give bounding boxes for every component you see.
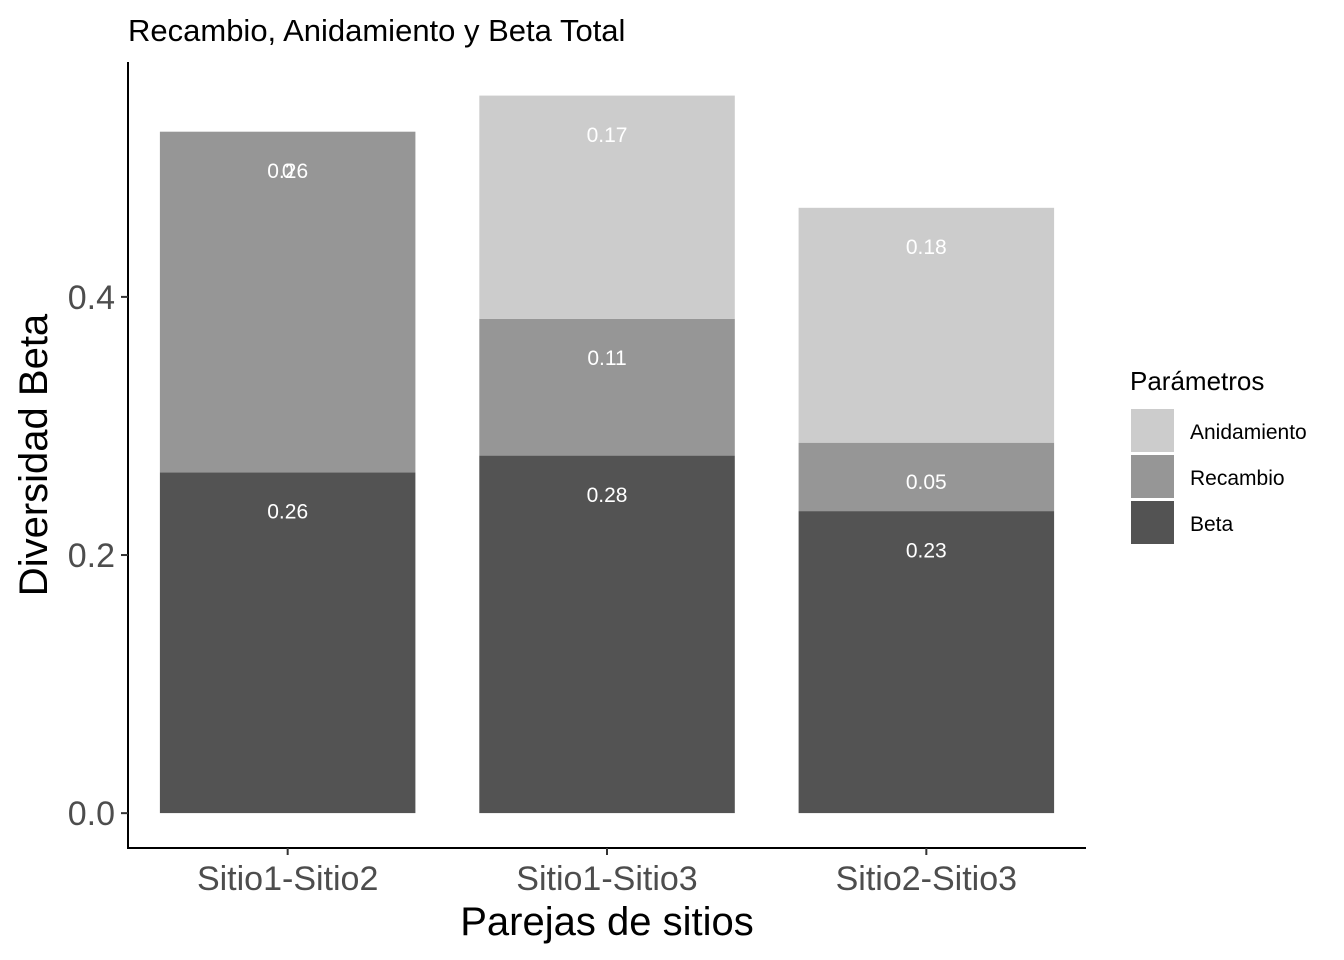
y-tick-label: 0.0 <box>68 795 115 833</box>
bar-anidamiento-3 <box>798 207 1055 443</box>
x-axis-ticks: Sitio1-Sitio2 Sitio1-Sitio3 Sitio2-Sitio3 <box>197 848 1017 898</box>
y-axis-ticks: 0.0 0.2 0.4 <box>68 279 128 833</box>
data-label-recambio-2: 0.11 <box>587 347 626 370</box>
data-label-anidamiento-2: 0.17 <box>587 124 628 147</box>
bar-recambio-3 <box>798 442 1055 512</box>
bar-anidamiento-2 <box>479 95 735 319</box>
y-axis-title: Diversidad Beta <box>12 313 56 596</box>
data-label-recambio-3: 0.05 <box>906 471 947 494</box>
data-label-beta-2: 0.28 <box>587 484 628 507</box>
x-tick-label: Sitio1-Sitio2 <box>197 860 378 898</box>
data-label-anidamiento-1: 0 <box>282 160 294 183</box>
x-axis-title: Parejas de sitios <box>460 900 753 944</box>
legend-key-anidamiento <box>1131 409 1174 452</box>
bar-beta-2 <box>479 455 735 814</box>
legend: Parámetros Anidamiento Recambio Beta <box>1130 366 1307 544</box>
data-label-anidamiento-3: 0.18 <box>906 236 947 259</box>
x-tick-label: Sitio1-Sitio3 <box>516 860 697 898</box>
legend-key-beta <box>1131 501 1174 544</box>
bar-beta-1 <box>159 472 416 814</box>
bar-recambio-2 <box>479 318 735 456</box>
bar-recambio-1 <box>159 131 416 473</box>
y-tick-label: 0.2 <box>68 537 115 575</box>
legend-label-recambio: Recambio <box>1190 467 1285 490</box>
data-label-beta-3: 0.23 <box>906 539 947 562</box>
chart-title: Recambio, Anidamiento y Beta Total <box>128 13 625 48</box>
legend-label-beta: Beta <box>1190 513 1234 536</box>
bar-beta-3 <box>798 511 1055 814</box>
y-tick-label: 0.4 <box>68 279 115 317</box>
x-tick-label: Sitio2-Sitio3 <box>836 860 1017 898</box>
data-label-recambio-1: 0.26 <box>267 160 308 183</box>
legend-title: Parámetros <box>1130 366 1264 396</box>
data-label-beta-1: 0.26 <box>267 501 308 524</box>
legend-label-anidamiento: Anidamiento <box>1190 421 1307 444</box>
legend-key-recambio <box>1131 455 1174 498</box>
